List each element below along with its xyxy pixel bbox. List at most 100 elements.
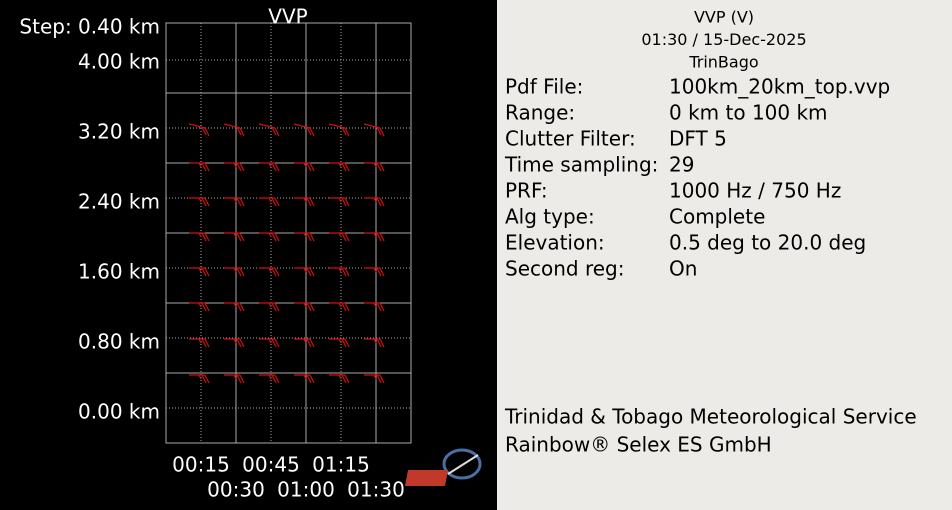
barb-stroke xyxy=(224,197,245,207)
x-label: 01:15 xyxy=(312,453,370,477)
barb-stroke xyxy=(224,267,245,277)
barb-stroke xyxy=(189,162,210,172)
y-label: 1.60 km xyxy=(78,260,160,284)
plot-frame xyxy=(165,22,412,444)
plot-title: VVP xyxy=(268,5,307,29)
barb-stroke xyxy=(364,162,385,172)
y-label: 2.40 km xyxy=(78,190,160,214)
x-label: 01:30 xyxy=(347,478,405,502)
x-label: 00:15 xyxy=(172,453,230,477)
wind-barb xyxy=(224,374,245,384)
wind-barb xyxy=(329,267,350,277)
barb-stroke xyxy=(189,267,210,277)
barb-stroke xyxy=(364,374,385,384)
wind-barb xyxy=(224,162,245,172)
barb-stroke xyxy=(329,162,350,172)
barb-stroke xyxy=(259,267,280,277)
barb-stroke xyxy=(294,162,315,172)
wind-barb xyxy=(189,267,210,277)
header-line: 01:30 / 15-Dec-2025 xyxy=(641,30,806,49)
barb-stroke xyxy=(258,123,280,137)
plot-panel xyxy=(0,0,497,510)
wind-barb xyxy=(259,232,280,242)
x-label: 00:30 xyxy=(207,478,265,502)
info-key: PRF: xyxy=(505,179,548,203)
barb-stroke xyxy=(224,162,245,172)
info-value: 29 xyxy=(669,153,694,177)
barb-stroke xyxy=(364,197,385,207)
info-value: Complete xyxy=(669,205,765,229)
barb-stroke xyxy=(364,302,385,312)
barb-stroke xyxy=(363,123,385,137)
barb-stroke xyxy=(329,302,350,312)
wind-barb xyxy=(189,374,210,384)
barb-stroke xyxy=(364,338,385,348)
info-value: 1000 Hz / 750 Hz xyxy=(669,179,841,203)
wind-barb xyxy=(259,162,280,172)
barb-stroke xyxy=(189,232,210,242)
y-label: 0.80 km xyxy=(78,330,160,354)
y-label: 4.00 km xyxy=(78,50,160,74)
barb-stroke xyxy=(364,267,385,277)
wind-barb xyxy=(188,123,210,137)
wind-barb xyxy=(364,267,385,277)
barb-stroke xyxy=(259,232,280,242)
wind-barb xyxy=(259,197,280,207)
wind-barb xyxy=(329,302,350,312)
step-label: Step: 0.40 km xyxy=(19,15,160,39)
wind-barb xyxy=(189,197,210,207)
wind-barb xyxy=(294,232,315,242)
barb-stroke xyxy=(189,302,210,312)
wind-barb xyxy=(224,338,245,348)
wind-barb xyxy=(364,302,385,312)
wind-barb xyxy=(258,123,280,137)
barb-stroke xyxy=(294,374,315,384)
wind-barb xyxy=(294,162,315,172)
barb-stroke xyxy=(364,232,385,242)
wind-barb xyxy=(259,338,280,348)
header-line: VVP (V) xyxy=(694,8,754,27)
info-value: On xyxy=(669,257,697,281)
wind-barb xyxy=(329,338,350,348)
wind-barb xyxy=(224,302,245,312)
barb-stroke xyxy=(189,374,210,384)
wind-barb xyxy=(294,197,315,207)
wind-barb xyxy=(364,338,385,348)
barb-stroke xyxy=(189,197,210,207)
barb-stroke xyxy=(329,267,350,277)
y-label: 3.20 km xyxy=(78,120,160,144)
wind-barb xyxy=(364,374,385,384)
barb-stroke xyxy=(189,338,210,348)
wind-barb xyxy=(224,197,245,207)
info-key: Clutter Filter: xyxy=(505,127,636,151)
barb-stroke xyxy=(188,123,210,137)
barb-stroke xyxy=(224,232,245,242)
info-key: Pdf File: xyxy=(505,75,583,99)
wind-barbs xyxy=(188,123,385,384)
wind-barb xyxy=(364,197,385,207)
wind-barb xyxy=(189,232,210,242)
barb-stroke xyxy=(259,374,280,384)
barb-stroke xyxy=(223,123,245,137)
y-label: 0.00 km xyxy=(78,400,160,424)
info-value: 100km_20km_top.vvp xyxy=(669,75,890,99)
wind-barb xyxy=(189,338,210,348)
wind-barb xyxy=(363,123,385,137)
barb-stroke xyxy=(259,302,280,312)
barb-stroke xyxy=(328,123,350,137)
header-line: TrinBago xyxy=(688,53,758,72)
barb-stroke xyxy=(329,338,350,348)
barb-stroke xyxy=(329,232,350,242)
wind-barb xyxy=(259,267,280,277)
barb-stroke xyxy=(294,232,315,242)
barb-stroke xyxy=(259,338,280,348)
wind-barb xyxy=(328,123,350,137)
info-key: Range: xyxy=(505,101,575,125)
logo xyxy=(405,448,482,486)
wind-barb xyxy=(329,162,350,172)
wind-barb xyxy=(224,267,245,277)
wind-barb xyxy=(364,232,385,242)
wind-barb xyxy=(329,232,350,242)
x-label: 01:00 xyxy=(277,478,335,502)
